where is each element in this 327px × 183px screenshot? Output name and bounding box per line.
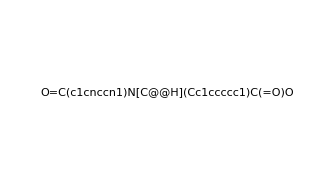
Text: O=C(c1cnccn1)N[C@@H](Cc1ccccc1)C(=O)O: O=C(c1cnccn1)N[C@@H](Cc1ccccc1)C(=O)O	[41, 87, 294, 97]
